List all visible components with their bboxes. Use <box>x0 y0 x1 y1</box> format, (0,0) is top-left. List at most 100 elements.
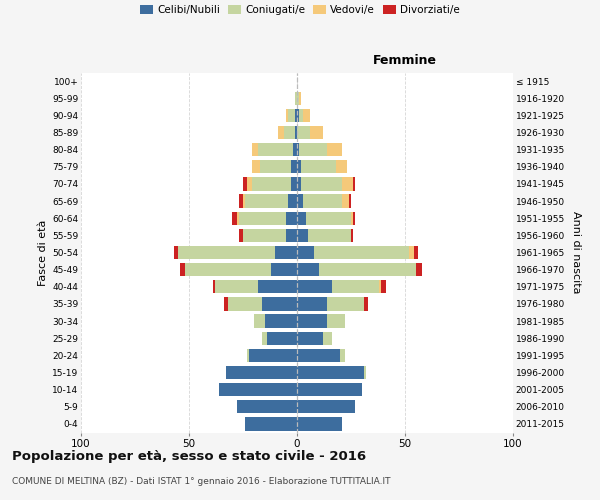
Bar <box>364 366 366 379</box>
Bar <box>299 143 327 156</box>
Bar <box>243 177 247 190</box>
Bar <box>284 126 295 139</box>
Bar <box>327 297 364 310</box>
Bar <box>299 108 304 122</box>
Bar <box>327 143 343 156</box>
Bar <box>243 194 245 208</box>
Bar <box>262 297 297 310</box>
Bar <box>293 143 297 156</box>
Bar <box>301 177 343 190</box>
Bar <box>299 92 301 105</box>
Bar <box>301 160 336 173</box>
Bar <box>297 212 305 225</box>
Bar <box>297 143 299 156</box>
Bar <box>251 143 258 156</box>
Bar <box>297 92 299 105</box>
Bar <box>297 417 343 430</box>
Bar <box>416 263 422 276</box>
Bar <box>353 177 355 190</box>
Bar <box>239 228 243 242</box>
Bar <box>275 246 297 259</box>
Bar <box>314 246 409 259</box>
Bar <box>260 160 290 173</box>
Bar <box>236 212 239 225</box>
Bar <box>239 212 286 225</box>
Bar <box>304 194 343 208</box>
Bar <box>305 212 351 225</box>
Bar <box>297 228 308 242</box>
Text: Popolazione per età, sesso e stato civile - 2016: Popolazione per età, sesso e stato civil… <box>12 450 366 463</box>
Bar <box>245 194 289 208</box>
Bar <box>250 348 297 362</box>
Bar <box>297 332 323 345</box>
Bar <box>265 314 297 328</box>
Bar <box>239 194 243 208</box>
Bar <box>267 332 297 345</box>
Bar <box>251 177 290 190</box>
Bar <box>297 160 301 173</box>
Bar <box>228 297 262 310</box>
Bar <box>286 212 297 225</box>
Bar <box>332 280 379 293</box>
Bar <box>278 126 284 139</box>
Bar <box>297 126 310 139</box>
Bar <box>295 108 297 122</box>
Bar <box>297 366 364 379</box>
Bar <box>297 314 327 328</box>
Bar <box>413 246 418 259</box>
Bar <box>289 108 295 122</box>
Bar <box>343 177 353 190</box>
Bar <box>304 108 310 122</box>
Bar <box>290 160 297 173</box>
Text: Femmine: Femmine <box>373 54 437 67</box>
Bar <box>351 212 353 225</box>
Bar <box>310 126 323 139</box>
Bar <box>254 314 265 328</box>
Bar <box>297 108 299 122</box>
Bar <box>297 280 332 293</box>
Bar <box>297 297 327 310</box>
Bar <box>181 263 185 276</box>
Bar <box>247 177 251 190</box>
Bar <box>351 228 353 242</box>
Bar <box>353 212 355 225</box>
Bar <box>185 263 271 276</box>
Bar <box>286 108 289 122</box>
Legend: Celibi/Nubili, Coniugati/e, Vedovi/e, Divorziati/e: Celibi/Nubili, Coniugati/e, Vedovi/e, Di… <box>140 5 460 15</box>
Bar <box>290 177 297 190</box>
Bar <box>258 280 297 293</box>
Bar <box>258 143 293 156</box>
Bar <box>297 263 319 276</box>
Bar <box>336 160 347 173</box>
Bar <box>319 263 416 276</box>
Bar <box>247 348 250 362</box>
Bar <box>297 348 340 362</box>
Bar <box>226 366 297 379</box>
Bar <box>289 194 297 208</box>
Bar <box>379 280 381 293</box>
Bar <box>286 228 297 242</box>
Text: COMUNE DI MELTINA (BZ) - Dati ISTAT 1° gennaio 2016 - Elaborazione TUTTITALIA.IT: COMUNE DI MELTINA (BZ) - Dati ISTAT 1° g… <box>12 478 391 486</box>
Bar <box>409 246 413 259</box>
Bar <box>297 400 355 413</box>
Bar <box>327 314 344 328</box>
Bar <box>308 228 351 242</box>
Bar <box>271 263 297 276</box>
Bar <box>297 246 314 259</box>
Bar <box>232 212 236 225</box>
Y-axis label: Anni di nascita: Anni di nascita <box>571 211 581 294</box>
Bar <box>243 228 286 242</box>
Bar <box>295 92 297 105</box>
Bar <box>251 160 260 173</box>
Bar <box>219 383 297 396</box>
Bar <box>364 297 368 310</box>
Bar <box>381 280 386 293</box>
Bar <box>245 417 297 430</box>
Bar <box>213 280 215 293</box>
Bar <box>297 194 304 208</box>
Bar <box>262 332 267 345</box>
Bar <box>323 332 332 345</box>
Bar <box>343 194 349 208</box>
Y-axis label: Fasce di età: Fasce di età <box>38 220 48 286</box>
Bar <box>297 383 362 396</box>
